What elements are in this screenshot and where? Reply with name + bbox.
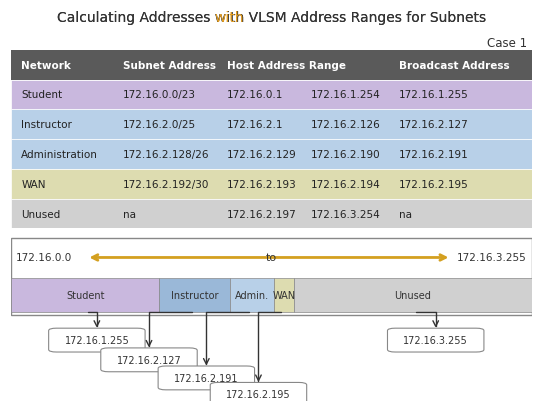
FancyBboxPatch shape xyxy=(158,366,255,390)
Text: Administration: Administration xyxy=(21,149,98,160)
Text: 172.16.2.0/25: 172.16.2.0/25 xyxy=(123,120,196,130)
Bar xyxy=(11,80,532,110)
Text: to: to xyxy=(266,253,277,263)
Bar xyxy=(11,169,532,199)
Text: 172.16.2.191: 172.16.2.191 xyxy=(399,149,469,160)
Text: 172.16.2.197: 172.16.2.197 xyxy=(227,209,297,219)
Text: 172.16.2.193: 172.16.2.193 xyxy=(227,179,297,189)
Bar xyxy=(11,199,532,229)
Text: 172.16.2.195: 172.16.2.195 xyxy=(226,389,291,399)
Text: Host Address Range: Host Address Range xyxy=(227,60,346,70)
Text: 172.16.2.127: 172.16.2.127 xyxy=(117,355,181,365)
Text: Unused: Unused xyxy=(395,291,432,301)
FancyArrowPatch shape xyxy=(92,255,445,260)
Text: 172.16.3.254: 172.16.3.254 xyxy=(311,209,380,219)
Text: 172.16.3.255: 172.16.3.255 xyxy=(403,335,468,345)
Bar xyxy=(160,279,230,313)
Text: Calculating Addresses with VLSM Address Ranges for Subnets: Calculating Addresses with VLSM Address … xyxy=(57,11,486,25)
Text: 172.16.0.0/23: 172.16.0.0/23 xyxy=(123,90,196,100)
Bar xyxy=(11,140,532,169)
Text: WAN: WAN xyxy=(21,179,46,189)
Text: Instructor: Instructor xyxy=(21,120,72,130)
FancyBboxPatch shape xyxy=(49,328,145,352)
Bar xyxy=(11,110,532,140)
Text: with: with xyxy=(214,11,244,25)
FancyBboxPatch shape xyxy=(210,382,307,405)
Text: 172.16.3.255: 172.16.3.255 xyxy=(457,253,527,263)
Text: 172.16.2.127: 172.16.2.127 xyxy=(399,120,469,130)
Text: 172.16.2.190: 172.16.2.190 xyxy=(311,149,380,160)
Text: na: na xyxy=(399,209,412,219)
Bar xyxy=(11,51,532,80)
FancyBboxPatch shape xyxy=(388,328,484,352)
Bar xyxy=(230,279,274,313)
Text: Subnet Address: Subnet Address xyxy=(123,60,216,70)
Text: 172.16.2.126: 172.16.2.126 xyxy=(311,120,380,130)
Bar xyxy=(11,279,160,313)
Text: 172.16.1.255: 172.16.1.255 xyxy=(399,90,469,100)
Text: 172.16.2.194: 172.16.2.194 xyxy=(311,179,380,189)
Text: 172.16.2.192/30: 172.16.2.192/30 xyxy=(123,179,209,189)
Text: 172.16.2.1: 172.16.2.1 xyxy=(227,120,283,130)
Text: Broadcast Address: Broadcast Address xyxy=(399,60,510,70)
Text: Instructor: Instructor xyxy=(171,291,218,301)
Text: 172.16.2.128/26: 172.16.2.128/26 xyxy=(123,149,210,160)
Text: Calculating Addresses with VLSM Address Ranges for Subnets: Calculating Addresses with VLSM Address … xyxy=(57,11,486,25)
Text: WAN: WAN xyxy=(273,291,295,301)
Text: Network: Network xyxy=(21,60,71,70)
Text: 172.16.1.254: 172.16.1.254 xyxy=(311,90,380,100)
Text: na: na xyxy=(123,209,136,219)
Text: 172.16.2.191: 172.16.2.191 xyxy=(174,373,238,383)
Bar xyxy=(11,239,532,315)
Text: 172.16.0.0: 172.16.0.0 xyxy=(16,253,72,263)
Text: Unused: Unused xyxy=(21,209,60,219)
Bar xyxy=(294,279,532,313)
Text: Case 1: Case 1 xyxy=(487,36,527,49)
Text: Admin.: Admin. xyxy=(235,291,269,301)
Text: 172.16.0.1: 172.16.0.1 xyxy=(227,90,283,100)
Bar xyxy=(274,279,294,313)
Text: 172.16.2.129: 172.16.2.129 xyxy=(227,149,297,160)
Text: 172.16.2.195: 172.16.2.195 xyxy=(399,179,469,189)
Text: 172.16.1.255: 172.16.1.255 xyxy=(65,335,129,345)
Text: Student: Student xyxy=(21,90,62,100)
Text: Student: Student xyxy=(66,291,104,301)
FancyBboxPatch shape xyxy=(101,348,197,372)
